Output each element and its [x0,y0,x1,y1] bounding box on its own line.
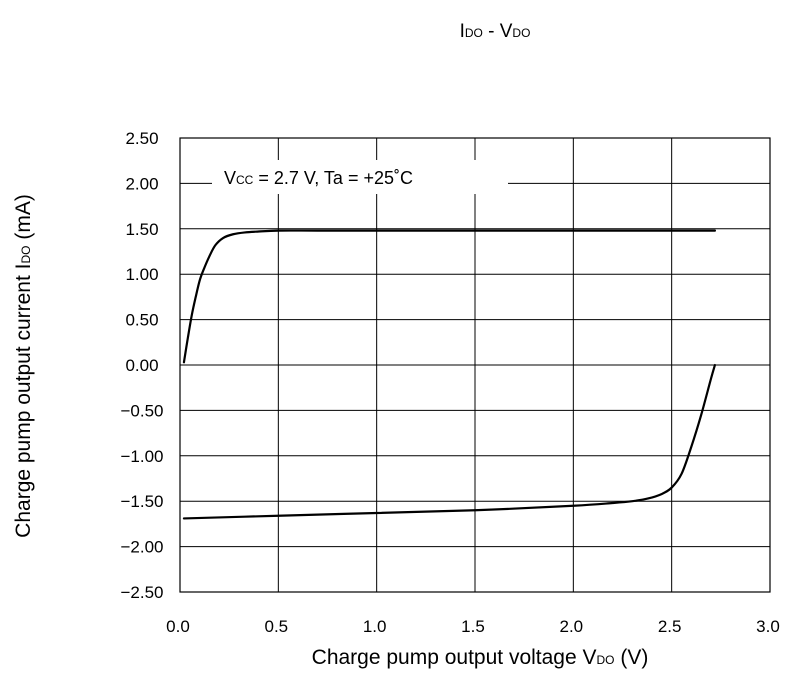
y-tick-label: 1.00 [125,265,158,284]
y-axis-label: Charge pump output current IDO (mA) [12,194,35,538]
conditions-annotation: VCC = 2.7 V, Ta = +25˚C [224,168,413,188]
y-tick-label: 0.50 [125,311,158,330]
x-tick-label: 1.0 [363,617,387,636]
x-tick-label: 2.0 [560,617,584,636]
y-tick-label: −2.50 [120,583,163,602]
x-axis-ticks: 0.0 0.5 1.0 1.5 2.0 2.5 3.0 [166,617,780,636]
grid [179,137,771,593]
plot-frame [179,137,771,593]
source-current-curve [182,229,717,364]
y-tick-label: 2.50 [125,129,158,148]
sink-current-curve [182,363,717,520]
y-tick-label: 2.00 [125,174,158,193]
x-axis-label: Charge pump output voltage VDO (V) [312,646,649,669]
x-tick-label: 2.5 [658,617,682,636]
y-tick-label: −1.00 [120,447,163,466]
series [182,229,717,520]
annotation-background [212,160,508,194]
y-tick-label: 0.00 [125,356,158,375]
x-tick-label: 3.0 [756,617,780,636]
x-tick-label: 0.0 [166,617,190,636]
chart-title: IDO - VDO [460,21,531,42]
y-axis-ticks: 2.50 2.00 1.50 1.00 0.50 0.00 −0.50 −1.00 −1.50 −… [120,129,163,602]
y-tick-label: −1.50 [120,492,163,511]
x-tick-label: 1.5 [461,617,485,636]
y-tick-label: 1.50 [125,220,158,239]
y-tick-label: −2.00 [120,538,163,557]
x-tick-label: 0.5 [265,617,289,636]
y-tick-label: −0.50 [120,401,163,420]
